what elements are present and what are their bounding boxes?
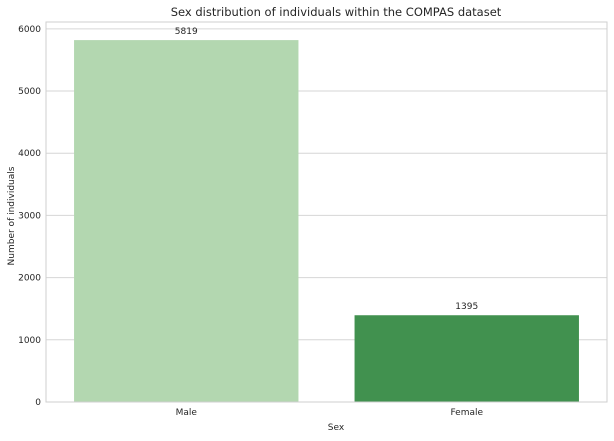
chart-title: Sex distribution of individuals within t… xyxy=(171,5,502,19)
bar-female xyxy=(354,315,579,402)
y-tick-label: 1000 xyxy=(18,336,41,346)
y-tick-label: 6000 xyxy=(18,25,41,35)
x-axis-ticks: Male Female xyxy=(176,408,484,418)
y-axis-label: Number of individuals xyxy=(7,166,17,265)
bar-male xyxy=(74,40,299,402)
plot-frame xyxy=(45,21,608,403)
x-tick-label: Male xyxy=(176,408,198,418)
y-axis-ticks: 0 1000 2000 3000 4000 5000 6000 xyxy=(18,25,41,408)
data-label: 5819 xyxy=(175,27,198,37)
x-tick-label: Female xyxy=(450,408,483,418)
y-tick-label: 5000 xyxy=(18,87,41,97)
y-tick-label: 3000 xyxy=(18,211,41,221)
y-tick-label: 0 xyxy=(35,398,41,408)
y-tick-label: 4000 xyxy=(18,149,41,159)
y-tick-label: 2000 xyxy=(18,274,41,284)
data-label: 1395 xyxy=(455,302,478,312)
data-labels: 5819 1395 xyxy=(175,27,478,312)
x-axis-label: Sex xyxy=(328,423,345,433)
bars xyxy=(74,40,579,402)
